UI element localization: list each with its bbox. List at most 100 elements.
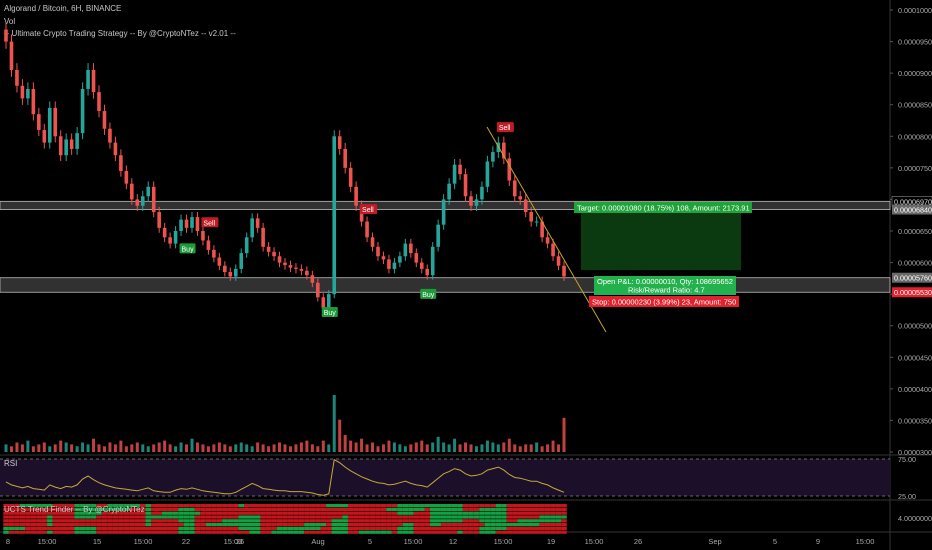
trend-cell — [484, 519, 491, 523]
trend-cell — [358, 515, 365, 519]
candle — [58, 136, 63, 156]
trend-cell — [58, 515, 64, 519]
sell-signal-label: Sell — [362, 207, 374, 214]
trend-cell — [145, 515, 152, 519]
trend-cell — [205, 523, 212, 527]
trend-cell — [276, 507, 283, 511]
candle — [15, 69, 19, 86]
trend-cell — [276, 515, 283, 519]
rsi-line — [5, 458, 565, 496]
trend-cell — [216, 504, 223, 508]
trend-cell — [315, 504, 321, 508]
volume-bar — [195, 442, 199, 452]
trend-cell — [479, 511, 485, 515]
trend-cell — [8, 526, 15, 530]
trend-cell — [211, 530, 217, 534]
trend-cell — [375, 515, 381, 519]
trend-cell — [293, 504, 299, 508]
trend-cell — [200, 515, 206, 519]
trend-cell — [47, 530, 53, 534]
trend-cell — [194, 515, 201, 519]
volume-bar — [513, 444, 517, 452]
trend-cell — [238, 504, 245, 508]
trend-cell — [326, 507, 332, 511]
volume-bar — [485, 440, 489, 452]
trend-cell — [413, 511, 420, 515]
trend-cell — [528, 504, 534, 508]
trend-cell — [129, 515, 135, 519]
trend-cell — [484, 526, 491, 530]
trend-cell — [550, 515, 556, 519]
trend-cell — [271, 526, 277, 530]
candle — [288, 265, 293, 268]
candle — [354, 186, 358, 206]
trend-cell — [347, 523, 354, 527]
volume-bar — [163, 440, 167, 452]
trend-cell — [107, 519, 113, 523]
trend-cell — [446, 530, 452, 534]
candle — [130, 183, 134, 200]
trend-cell — [555, 519, 562, 523]
trendline[interactable] — [486, 126, 607, 333]
trend-cell — [194, 507, 201, 511]
trend-cell — [47, 526, 53, 530]
trend-cell — [79, 504, 86, 508]
trend-cell — [260, 504, 266, 508]
price-tag — [892, 272, 932, 283]
trend-cell — [58, 504, 64, 508]
candle — [86, 69, 90, 89]
trend-cell — [528, 526, 534, 530]
candle — [91, 69, 96, 93]
trend-cell — [249, 507, 255, 511]
trend-cell — [495, 515, 502, 519]
candle — [337, 136, 342, 149]
volume-bar — [81, 442, 85, 452]
time-tick-label: 15:00 — [585, 537, 604, 546]
trend-cell — [408, 515, 414, 519]
trend-cell — [74, 519, 80, 523]
trend-cell — [118, 507, 124, 511]
trend-cell — [145, 526, 152, 530]
trend-cell — [68, 515, 75, 519]
candle — [551, 243, 555, 257]
trend-cell — [397, 519, 403, 523]
trend-cell — [353, 526, 359, 530]
trend-cell — [331, 511, 338, 515]
trend-cell — [90, 519, 97, 523]
trend-cell — [523, 530, 529, 534]
trend-cell — [473, 507, 480, 511]
volume-bar — [141, 444, 145, 452]
trend-cell — [495, 504, 502, 508]
trend-cell — [74, 504, 80, 508]
trend-cell — [287, 511, 294, 515]
trend-cell — [36, 504, 42, 508]
candle — [244, 237, 249, 254]
trend-cell — [36, 526, 42, 530]
trend-cell — [512, 530, 518, 534]
trend-cell — [293, 511, 299, 515]
trend-cell — [211, 523, 217, 527]
trend-cell — [222, 504, 228, 508]
trend-cell — [550, 530, 556, 534]
trend-cell — [145, 530, 152, 534]
candle — [458, 164, 462, 175]
trend-cell — [315, 523, 321, 527]
candle — [326, 294, 331, 309]
trend-cell — [14, 519, 20, 523]
trend-cell — [101, 526, 108, 530]
trend-cell — [479, 526, 485, 530]
trend-cell — [79, 507, 86, 511]
trend-cell — [391, 530, 398, 534]
trend-cell — [30, 515, 37, 519]
trend-cell — [402, 526, 409, 530]
trend-cell — [419, 523, 425, 527]
trend-cell — [555, 523, 562, 527]
trend-cell — [342, 515, 348, 519]
trend-cell — [419, 507, 425, 511]
volume-bar — [267, 446, 271, 452]
volume-bar — [179, 442, 183, 452]
trend-cell — [320, 526, 327, 530]
